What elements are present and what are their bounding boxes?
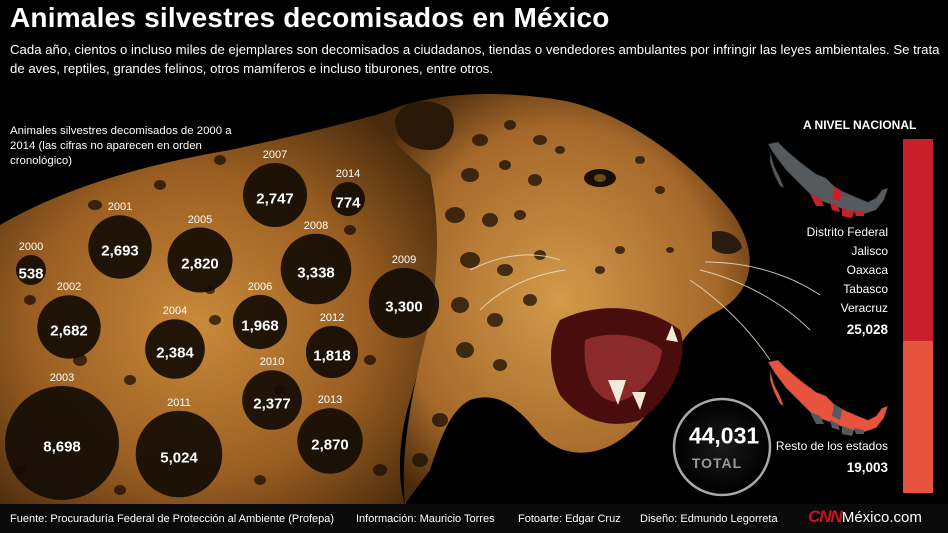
value-label-2013: 2,870 bbox=[311, 436, 349, 454]
national-heading: A NIVEL NACIONAL bbox=[803, 118, 917, 132]
year-label-2010: 2010 bbox=[259, 356, 285, 369]
year-label-2007: 2007 bbox=[262, 148, 288, 161]
bubble-2006 bbox=[232, 294, 288, 350]
value-label-2014: 774 bbox=[335, 194, 361, 212]
bubble-2004 bbox=[145, 319, 205, 379]
map-rest-states bbox=[767, 359, 889, 436]
value-label-2009: 3,300 bbox=[385, 298, 423, 316]
year-label-2001: 2001 bbox=[107, 201, 133, 214]
top-states-sum: 25,028 bbox=[846, 322, 888, 337]
brand-logo: CNNMéxico.com bbox=[808, 507, 922, 527]
bubble-2008 bbox=[280, 233, 352, 305]
chart-intro: Animales silvestres decomisados de 2000 … bbox=[10, 125, 232, 167]
page-subtitle: Cada año, cientos o incluso miles de eje… bbox=[10, 42, 940, 76]
year-label-2005: 2005 bbox=[187, 213, 213, 226]
state-label: Veracruz bbox=[840, 301, 888, 315]
year-label-2003: 2003 bbox=[49, 372, 75, 384]
cnn-logo: CNN bbox=[808, 507, 843, 526]
bubble-layer bbox=[5, 163, 440, 500]
total-caption: TOTAL bbox=[691, 455, 743, 471]
bubble-2013 bbox=[297, 408, 363, 474]
bubble-2005 bbox=[167, 227, 233, 293]
value-label-2010: 2,377 bbox=[253, 395, 291, 413]
value-label-2000: 538 bbox=[18, 265, 44, 283]
year-label-2002: 2002 bbox=[56, 281, 82, 294]
value-label-2004: 2,384 bbox=[156, 344, 194, 362]
year-label-2012: 2012 bbox=[319, 311, 345, 324]
state-label: Tabasco bbox=[843, 282, 888, 296]
bubble-2010 bbox=[242, 370, 302, 430]
value-label-2007: 2,747 bbox=[256, 190, 294, 208]
value-label-2011: 5,024 bbox=[160, 449, 198, 467]
year-label-2009: 2009 bbox=[391, 253, 417, 266]
footer-bar bbox=[0, 504, 948, 533]
rest-states-bar bbox=[903, 341, 933, 493]
value-label-2005: 2,820 bbox=[181, 255, 219, 273]
bubble-2012 bbox=[305, 325, 359, 379]
map-top-states bbox=[767, 141, 889, 218]
source-credit: Fuente: Procuraduría Federal de Protecci… bbox=[10, 513, 335, 525]
state-label: Distrito Federal bbox=[806, 225, 888, 239]
bubble-2009 bbox=[368, 267, 440, 339]
brand-domain: México.com bbox=[841, 509, 922, 526]
page-title: Animales silvestres decomisados en Méxic… bbox=[10, 2, 610, 33]
total-ring bbox=[672, 397, 772, 497]
bubble-2007 bbox=[243, 163, 307, 227]
year-label-2006: 2006 bbox=[247, 280, 273, 293]
top-states-bar bbox=[903, 139, 933, 341]
value-label-2006: 1,968 bbox=[241, 317, 279, 335]
value-label-2012: 1,818 bbox=[313, 347, 351, 365]
design-credit: Diseño: Edmundo Legorreta bbox=[640, 513, 778, 525]
bubble-2014 bbox=[331, 182, 365, 216]
bubble-2001 bbox=[88, 215, 152, 279]
state-label: Oaxaca bbox=[846, 263, 888, 277]
year-label-2008: 2008 bbox=[303, 219, 329, 232]
photo-credit: Fotoarte: Edgar Cruz bbox=[518, 513, 621, 525]
rest-states-label: Resto de los estados bbox=[775, 439, 888, 453]
bubble-2003 bbox=[5, 386, 119, 500]
year-label-2004: 2004 bbox=[162, 305, 188, 318]
state-label: Jalisco bbox=[851, 244, 888, 258]
year-label-2000: 2000 bbox=[18, 241, 44, 253]
year-label-2014: 2014 bbox=[335, 167, 361, 180]
bubble-2011 bbox=[135, 410, 223, 498]
rest-states-sum: 19,003 bbox=[846, 460, 888, 475]
info-credit: Información: Mauricio Torres bbox=[356, 513, 495, 525]
year-label-2011: 2011 bbox=[167, 396, 191, 409]
value-label-2008: 3,338 bbox=[297, 264, 335, 282]
jaguar-body bbox=[0, 105, 441, 504]
value-label-2003: 8,698 bbox=[43, 438, 81, 456]
year-label-2013: 2013 bbox=[317, 394, 343, 407]
total-value: 44,031 bbox=[688, 422, 760, 449]
whiskers bbox=[469, 254, 821, 361]
value-label-2001: 2,693 bbox=[101, 242, 139, 260]
bubble-2002 bbox=[37, 295, 101, 359]
value-label-2002: 2,682 bbox=[50, 322, 88, 340]
bubble-2000 bbox=[16, 255, 46, 285]
